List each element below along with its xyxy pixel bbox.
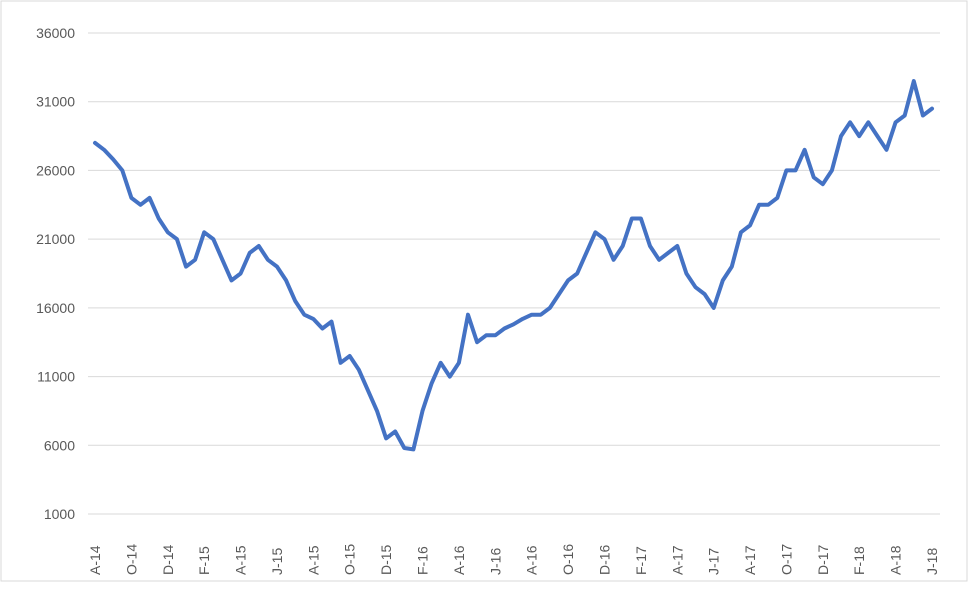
x-tick-label: A-16 xyxy=(451,545,467,575)
y-tick-label: 1000 xyxy=(44,506,75,522)
x-tick-label: D-17 xyxy=(815,544,831,575)
x-tick-label: D-16 xyxy=(596,544,612,575)
x-tick-label: F-17 xyxy=(633,546,649,575)
x-tick-label: A-17 xyxy=(742,545,758,575)
x-tick-label: F-16 xyxy=(415,546,431,575)
y-tick-label: 21000 xyxy=(36,231,75,247)
x-tick-label: D-14 xyxy=(160,544,176,575)
x-tick-label: A-14 xyxy=(87,545,103,575)
y-tick-label: 31000 xyxy=(36,94,75,110)
x-tick-label: J-16 xyxy=(487,548,503,575)
x-tick-label: F-18 xyxy=(851,546,867,575)
x-tick-label: O-17 xyxy=(778,544,794,575)
x-tick-label: F-15 xyxy=(196,546,212,575)
x-tick-label: O-16 xyxy=(560,544,576,575)
y-tick-label: 26000 xyxy=(36,162,75,178)
x-tick-label: J-17 xyxy=(706,548,722,575)
x-tick-label: O-15 xyxy=(342,544,358,575)
x-tick-label: A-18 xyxy=(888,545,904,575)
x-tick-label: D-15 xyxy=(378,544,394,575)
x-tick-label: A-17 xyxy=(669,545,685,575)
x-tick-label: J-18 xyxy=(924,548,940,575)
y-tick-label: 6000 xyxy=(44,437,75,453)
y-tick-label: 11000 xyxy=(37,369,75,385)
x-tick-label: A-15 xyxy=(233,545,249,575)
x-tick-label: O-14 xyxy=(123,544,139,575)
line xyxy=(93,79,934,452)
y-tick-label: 36000 xyxy=(36,25,75,41)
x-tick-label: A-15 xyxy=(305,545,321,575)
x-tick-label: A-16 xyxy=(524,545,540,575)
y-tick-label: 16000 xyxy=(36,300,75,316)
x-tick-label: J-15 xyxy=(269,548,285,575)
